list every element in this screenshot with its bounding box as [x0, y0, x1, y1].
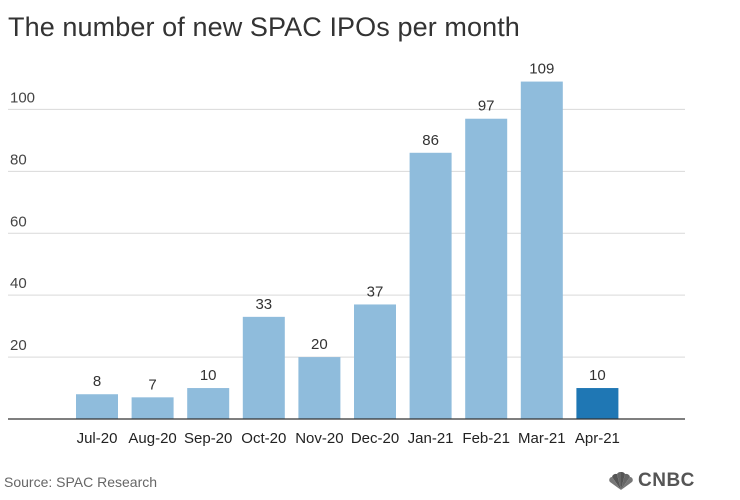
y-tick-label: 100	[10, 89, 35, 106]
x-tick-label-dec-20: Dec-20	[351, 430, 399, 447]
bars	[76, 81, 619, 419]
x-tick-label-nov-20: Nov-20	[295, 430, 343, 447]
source-note: Source: SPAC Research	[4, 474, 158, 490]
bar-nov-20	[298, 357, 341, 419]
data-label-feb-21: 97	[478, 98, 495, 115]
bar-mar-21	[520, 81, 563, 419]
data-label-sep-20: 10	[200, 367, 217, 384]
bar-sep-20	[187, 388, 230, 419]
x-axis-ticks: Jul-20 Aug-20 Sep-20 Oct-20 Nov-20 Dec-20 Jan-…	[77, 430, 620, 447]
x-tick-label-apr-21: Apr-21	[575, 430, 620, 447]
bar-jan-21	[409, 152, 452, 419]
bar-feb-21	[465, 118, 508, 419]
data-label-apr-21: 10	[589, 367, 606, 384]
y-tick-label: 80	[10, 151, 27, 168]
grid-lines	[8, 108, 685, 358]
x-tick-label-aug-20: Aug-20	[128, 430, 176, 447]
data-labels: 8 7 10 33 20 37 86 97 109 10	[93, 61, 606, 394]
data-label-dec-20: 37	[367, 283, 384, 300]
x-tick-label-sep-20: Sep-20	[184, 430, 232, 447]
cnbc-logo: CNBC	[608, 470, 695, 492]
bar-apr-21	[576, 388, 619, 419]
y-axis-ticks: 20 40 60 80 100	[10, 89, 35, 354]
bar-aug-20	[131, 397, 174, 419]
data-label-jan-21: 86	[422, 132, 439, 149]
y-tick-label: 60	[10, 213, 27, 230]
bar-jul-20	[76, 394, 118, 419]
data-label-nov-20: 20	[311, 336, 328, 353]
y-tick-label: 20	[10, 337, 27, 354]
y-tick-label: 40	[10, 275, 27, 292]
data-label-oct-20: 33	[255, 296, 272, 313]
data-label-mar-21: 109	[529, 61, 554, 78]
data-label-aug-20: 7	[148, 376, 156, 393]
logo-wordmark: CNBC	[638, 470, 695, 491]
bar-chart: 20 40 60 80 100 8 7 10 33 20 37 86 97 109 10 Jul-20 Au…	[8, 61, 685, 447]
bar-dec-20	[354, 304, 396, 419]
chart-title: The number of new SPAC IPOs per month	[8, 12, 520, 42]
bar-oct-20	[242, 316, 285, 419]
x-tick-label-oct-20: Oct-20	[241, 430, 286, 447]
data-label-jul-20: 8	[93, 373, 101, 390]
x-tick-label-jul-20: Jul-20	[77, 430, 118, 447]
x-tick-label-jan-21: Jan-21	[408, 430, 454, 447]
peacock-icon	[609, 471, 633, 490]
x-tick-label-mar-21: Mar-21	[518, 430, 566, 447]
x-tick-label-feb-21: Feb-21	[462, 430, 510, 447]
